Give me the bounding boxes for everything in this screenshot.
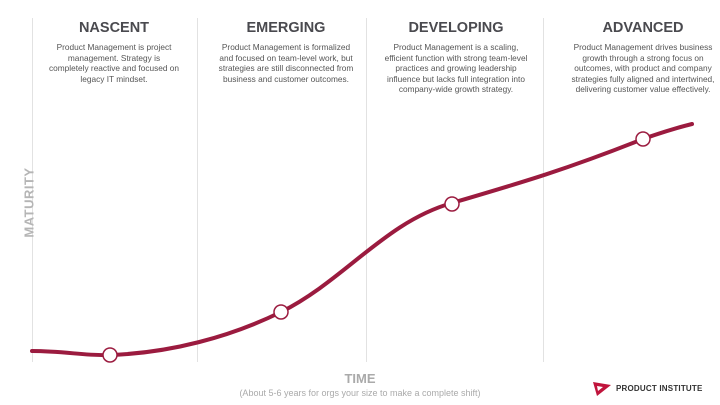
- divider: [543, 18, 544, 362]
- stage-developing: DEVELOPING Product Management is a scalin…: [376, 20, 536, 95]
- milestone-marker: [444, 196, 460, 212]
- stage-title: EMERGING: [246, 20, 326, 36]
- curve-line: [30, 122, 694, 358]
- stage-emerging: EMERGING Product Management is formalized…: [206, 20, 366, 84]
- logo-icon: [593, 382, 611, 396]
- stage-title: DEVELOPING: [408, 20, 504, 36]
- stage-description: Product Management is project management…: [48, 42, 180, 84]
- stage-description: Product Management is a scaling, efficie…: [384, 42, 528, 95]
- stage-title: ADVANCED: [602, 20, 684, 36]
- x-axis-label: TIME: [344, 371, 376, 386]
- y-axis-label: MATURITY: [21, 167, 37, 238]
- stage-title: NASCENT: [78, 20, 150, 36]
- milestone-marker: [273, 304, 289, 320]
- stage-description: Product Management drives business growt…: [571, 42, 715, 95]
- x-axis-note: (About 5-6 years for orgs your size to m…: [239, 388, 481, 398]
- stage-description: Product Management is formalized and foc…: [218, 42, 354, 84]
- logo-text: PRODUCT INSTITUTE: [616, 383, 703, 393]
- stage-advanced: ADVANCED Product Management drives busine…: [563, 20, 720, 95]
- milestone-marker: [102, 347, 118, 363]
- stage-nascent: NASCENT Product Management is project man…: [34, 20, 194, 84]
- divider: [32, 18, 33, 362]
- divider: [197, 18, 198, 362]
- divider: [366, 18, 367, 362]
- milestone-marker: [635, 131, 651, 147]
- product-institute-logo: PRODUCT INSTITUTE: [593, 380, 703, 396]
